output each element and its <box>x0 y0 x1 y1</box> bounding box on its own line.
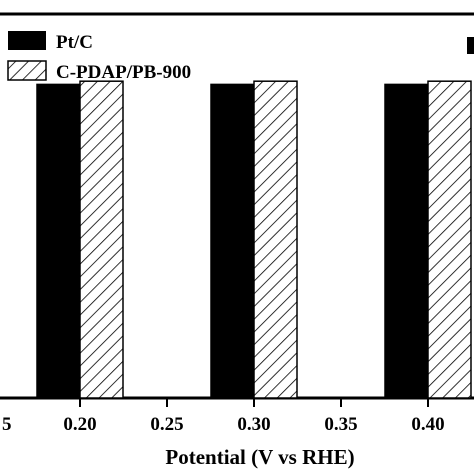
bar-ptc-0.20 <box>36 83 81 399</box>
legend-label-ptc: Pt/C <box>56 32 93 53</box>
bars-group <box>36 80 472 399</box>
legend-label-cpdap: C-PDAP/PB-900 <box>56 62 191 83</box>
bar-cpdap-0.20 <box>79 80 124 399</box>
bar-cpdap-0.40 <box>427 80 472 399</box>
legend: Pt/C C-PDAP/PB-900 <box>7 31 191 83</box>
legend-swatch-ptc <box>8 31 46 50</box>
legend-swatch-cpdap <box>7 60 47 81</box>
x-tick-label: 0.40 <box>411 414 444 435</box>
bar-ptc-0.40 <box>384 83 429 399</box>
x-ticks-group: 5 0.20 0.25 0.30 0.35 0.40 <box>2 398 445 435</box>
bar-cpdap-0.30 <box>253 80 298 399</box>
x-tick-label: 5 <box>2 414 12 435</box>
bar-ptc-0.30 <box>210 83 255 399</box>
x-tick-label: 0.30 <box>237 414 270 435</box>
x-tick-label: 0.25 <box>150 414 183 435</box>
x-tick-label: 0.35 <box>324 414 357 435</box>
x-tick-label: 0.20 <box>63 414 96 435</box>
x-axis-label: Potential (V vs RHE) <box>165 445 354 469</box>
partial-marker <box>467 37 474 54</box>
